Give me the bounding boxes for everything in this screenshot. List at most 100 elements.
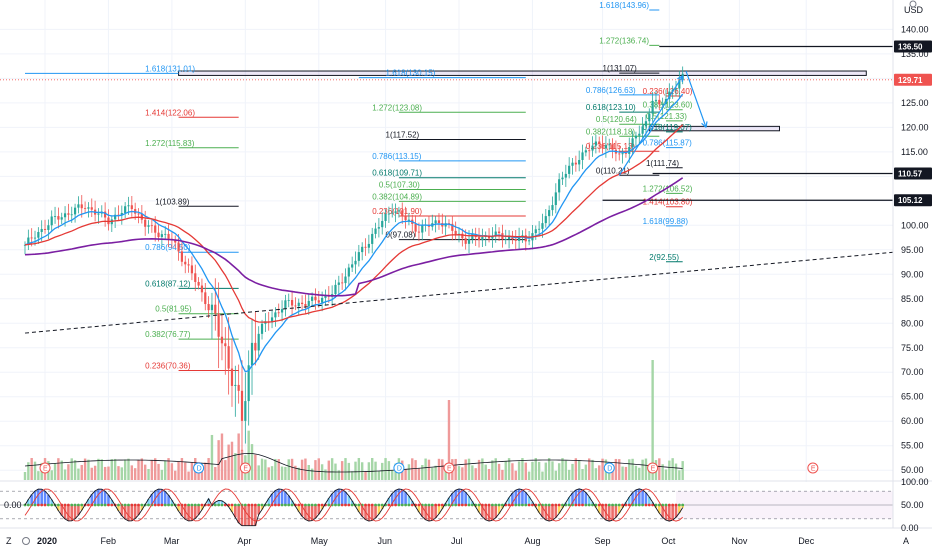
oscillator-bar [63,505,67,520]
oscillator-bar [230,505,234,512]
volume-bar [154,458,157,480]
oscillator-bar [577,488,581,505]
volume-bar [474,468,477,480]
volume-bar [437,458,441,480]
horizontal-lines[interactable] [0,45,893,201]
oscillator-dot [681,503,685,507]
candle-body [307,300,310,307]
candle-body [644,121,648,127]
currency-label[interactable]: USD [904,5,924,15]
candle-body [561,177,564,180]
volume-bar [304,458,307,480]
oscillator-bar [347,495,351,505]
candle-body [651,100,654,114]
candle-body [287,299,290,301]
oscillator-dot [507,503,511,507]
fib-label: 0.786(113.15) [372,152,422,161]
oscillator-bar [240,505,244,526]
fib-label: 1.272(115.83) [145,139,195,148]
price-tick-label: 80.00 [901,318,924,328]
candle-body [104,211,107,218]
candle-body [237,384,240,391]
oscillator-bar [133,505,137,519]
fib-label: 1.618(143.96) [599,1,649,10]
oscillator-bar [327,498,331,505]
price-tick-label: 100.00 [901,220,929,230]
volume-bar [581,469,584,480]
volume-bar [444,466,447,480]
oscillator-dot [387,503,391,507]
fib-label: 0.5(121.33) [646,112,687,121]
oscillator-dot [554,503,558,507]
time-tick-label: Oct [661,536,676,546]
volume-bar [381,462,384,480]
oscillator-bar [674,505,678,518]
oscillator-bar [611,505,614,521]
oscillator-bar [220,500,224,505]
volume-bar [527,471,531,480]
drawings[interactable] [24,70,894,334]
oscillator-dot [661,503,665,507]
oscillator-bar [631,492,634,505]
oscillator-bar [37,489,40,505]
candle-body [658,99,661,105]
oscillator-bar [380,505,384,509]
volume-bar [290,458,294,480]
candle-body [568,165,571,174]
time-tick-label: Nov [731,536,748,546]
candle-body [144,219,147,227]
candle-body [157,232,160,238]
oscillator-dot [547,503,551,507]
oscillator-bar [27,499,30,505]
oscillator-dot [347,503,351,507]
gear-icon[interactable] [22,537,30,545]
oscillator-bar [207,498,210,505]
volume-bar [421,464,424,480]
candle-body [631,138,634,148]
oscillator-dot [350,503,354,507]
oscillator-dot [190,503,194,507]
oscillator-bar [70,505,74,521]
volume-bar [441,459,444,480]
oscillator-bar [43,491,47,505]
volume-bar [494,458,497,480]
oscillator-bar [163,491,167,505]
oscillator-bar [477,505,481,513]
volume-bar [210,434,214,480]
oscillator-bar [310,505,314,521]
volume-bar [427,459,431,480]
volume-bar [678,470,681,480]
candle-body [324,295,327,298]
volume-bar [591,459,594,480]
volume-bar [237,433,240,480]
fib-label: 0.786(94.50) [145,243,191,252]
volume-bar [267,467,270,480]
volume-bar [357,458,361,480]
zoom-label[interactable]: Z [6,536,12,546]
fib-label: 0.382(118.18) [586,127,636,136]
candle-body [90,207,93,210]
oscillator-dot [490,503,494,507]
oscillator-dot [424,503,428,507]
oscillator-bar [250,505,254,526]
volume-bar [487,469,491,480]
volume-bar [180,458,184,480]
scale-mode-label[interactable]: A [903,536,909,546]
oscillator-dot [233,503,237,507]
oscillator-dot [567,503,571,507]
volume-bar [137,459,140,480]
oscillator-bar [557,505,561,514]
candle-body [464,238,467,244]
volume-bar [537,461,541,480]
candle-body [50,216,53,226]
oscillator-bar [407,496,411,505]
volume-bar [53,463,57,480]
candle-body [541,223,544,229]
candle-body [164,233,167,235]
volume-bar [564,460,568,480]
oscillator-dot [334,503,337,507]
price-tick-label: 140.00 [901,24,929,34]
settings-icon[interactable] [909,0,917,8]
